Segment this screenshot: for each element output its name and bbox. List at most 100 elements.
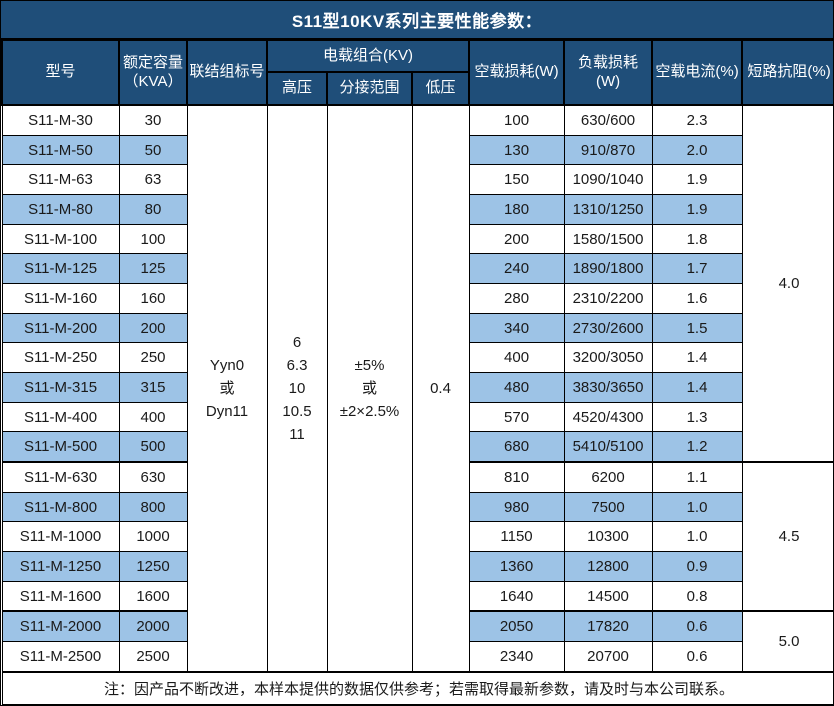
- col-header-tap-range: 分接范围: [326, 71, 413, 106]
- load-loss-cell: 910/870: [563, 134, 653, 166]
- load-loss-cell: 1580/1500: [563, 223, 653, 255]
- model-cell: S11-M-315: [1, 372, 120, 403]
- no-load-loss-cell: 280: [468, 283, 565, 314]
- load-loss-cell: 6200: [563, 461, 653, 493]
- model-cell: S11-M-30: [1, 104, 120, 136]
- no-load-loss-cell: 810: [468, 461, 565, 493]
- col-header-model: 型号: [1, 39, 120, 106]
- capacity-cell: 63: [118, 164, 188, 196]
- no-load-loss-cell: 100: [468, 104, 565, 136]
- no-load-current-cell: 0.8: [651, 580, 743, 612]
- no-load-current-cell: 1.6: [651, 283, 743, 314]
- spec-row: S11-M-100 100 200 1580/1500 1.8: [1, 223, 833, 255]
- footnote-text: 注：因产品不断改进，本样本提供的数据仅供参考；若需取得最新参数，请及时与本公司联…: [1, 671, 833, 705]
- spec-row: S11-M-63 63 150 1090/1040 1.9: [1, 164, 833, 196]
- capacity-cell: 400: [118, 401, 188, 433]
- load-loss-cell: 1890/1800: [563, 253, 653, 285]
- capacity-cell: 50: [118, 134, 188, 166]
- model-cell: S11-M-2000: [1, 610, 120, 643]
- load-loss-cell: 2730/2600: [563, 312, 653, 344]
- no-load-loss-cell: 400: [468, 342, 565, 374]
- no-load-current-cell: 2.3: [651, 104, 743, 136]
- no-load-current-cell: 1.7: [651, 253, 743, 285]
- capacity-cell: 2500: [118, 641, 188, 673]
- no-load-loss-cell: 2340: [468, 641, 565, 673]
- no-load-loss-cell: 2050: [468, 610, 565, 643]
- load-loss-cell: 2310/2200: [563, 283, 653, 314]
- impedance-cell: 5.0: [741, 610, 833, 673]
- col-header-voltage-combo: 电载组合(KV): [265, 39, 471, 73]
- model-cell: S11-M-500: [1, 431, 120, 463]
- model-cell: S11-M-1000: [1, 521, 120, 553]
- spec-row: S11-M-2000 2000 2050 17820 0.6 5.0: [1, 610, 833, 673]
- col-header-lv: 低压: [410, 71, 471, 106]
- spec-row: S11-M-200 200 340 2730/2600 1.5: [1, 312, 833, 344]
- no-load-current-cell: 0.6: [651, 641, 743, 673]
- impedance-cell: 4.5: [741, 461, 833, 612]
- spec-row: S11-M-125 125 240 1890/1800 1.7: [1, 253, 833, 285]
- capacity-cell: 160: [118, 283, 188, 314]
- no-load-current-cell: 1.5: [651, 312, 743, 344]
- no-load-current-cell: 1.0: [651, 521, 743, 553]
- load-loss-cell: 4520/4300: [563, 401, 653, 433]
- no-load-current-cell: 0.9: [651, 551, 743, 582]
- col-header-no-load-current: 空载电流(%): [651, 39, 744, 106]
- spec-row: S11-M-1250 1250 1360 12800 0.9: [1, 551, 833, 582]
- load-loss-cell: 3830/3650: [563, 372, 653, 403]
- load-loss-cell: 7500: [563, 491, 653, 523]
- load-loss-cell: 1090/1040: [563, 164, 653, 196]
- spec-row: S11-M-2500 2500 2340 20700 0.6: [1, 641, 833, 673]
- no-load-loss-cell: 180: [468, 194, 565, 225]
- capacity-cell: 30: [118, 104, 188, 136]
- no-load-current-cell: 2.0: [651, 134, 743, 166]
- no-load-current-cell: 1.9: [651, 164, 743, 196]
- model-cell: S11-M-630: [1, 461, 120, 493]
- spec-row: S11-M-315 315 480 3830/3650 1.4: [1, 372, 833, 403]
- no-load-current-cell: 1.4: [651, 372, 743, 403]
- table-header: 型号 额定容量 （KVA） 联结组标号 电载组合(KV) 空载损耗(W) 负载损…: [1, 39, 833, 106]
- capacity-cell: 1600: [118, 580, 188, 612]
- capacity-header-line2: （KVA）: [123, 72, 183, 90]
- spec-table-body: S11-M-30 30 Yyn0 或 Dyn11 6 6.3 10 10.5 11 ±5…: [1, 104, 833, 673]
- footnote-row: 注：因产品不断改进，本样本提供的数据仅供参考；若需取得最新参数，请及时与本公司联…: [1, 671, 833, 705]
- model-cell: S11-M-1600: [1, 580, 120, 612]
- capacity-cell: 315: [118, 372, 188, 403]
- col-header-no-load-loss: 空载损耗(W): [468, 39, 566, 106]
- load-loss-cell: 12800: [563, 551, 653, 582]
- spec-row: S11-M-50 50 130 910/870 2.0: [1, 134, 833, 166]
- impedance-cell: 4.0: [741, 104, 833, 463]
- no-load-loss-cell: 200: [468, 223, 565, 255]
- hv-cell: 6 6.3 10 10.5 11: [266, 104, 328, 673]
- col-header-hv: 高压: [266, 71, 328, 106]
- no-load-current-cell: 1.0: [651, 491, 743, 523]
- capacity-cell: 80: [118, 194, 188, 225]
- no-load-loss-cell: 130: [468, 134, 565, 166]
- header-row-1: 型号 额定容量 （KVA） 联结组标号 电载组合(KV) 空载损耗(W) 负载损…: [1, 39, 833, 106]
- page-title: S11型10KV系列主要性能参数：: [1, 1, 833, 39]
- load-loss-cell: 14500: [563, 580, 653, 612]
- model-cell: S11-M-1250: [1, 551, 120, 582]
- spec-row: S11-M-30 30 Yyn0 或 Dyn11 6 6.3 10 10.5 11 ±5…: [1, 104, 833, 673]
- model-cell: S11-M-160: [1, 283, 120, 314]
- col-header-impedance: 短路抗阻(%): [741, 39, 833, 106]
- model-cell: S11-M-63: [1, 164, 120, 196]
- model-cell: S11-M-80: [1, 194, 120, 225]
- no-load-current-cell: 1.3: [651, 401, 743, 433]
- col-header-load-loss: 负载损耗(W): [563, 39, 654, 106]
- model-cell: S11-M-400: [1, 401, 120, 433]
- header-row-2: 高压 分接范围 低压: [2, 71, 833, 106]
- spec-row: S11-M-800 800 980 7500 1.0: [1, 491, 833, 523]
- model-cell: S11-M-250: [1, 342, 120, 374]
- no-load-current-cell: 1.9: [651, 194, 743, 225]
- load-loss-cell: 20700: [563, 641, 653, 673]
- capacity-cell: 1000: [118, 521, 188, 553]
- capacity-cell: 800: [118, 491, 188, 523]
- no-load-current-cell: 1.4: [651, 342, 743, 374]
- spec-row: S11-M-1600 1600 1640 14500 0.8: [1, 580, 833, 612]
- load-loss-cell: 17820: [563, 610, 653, 643]
- model-cell: S11-M-2500: [1, 641, 120, 673]
- capacity-cell: 250: [118, 342, 188, 374]
- capacity-cell: 125: [118, 253, 188, 285]
- col-header-vector-group: 联结组标号: [186, 39, 268, 106]
